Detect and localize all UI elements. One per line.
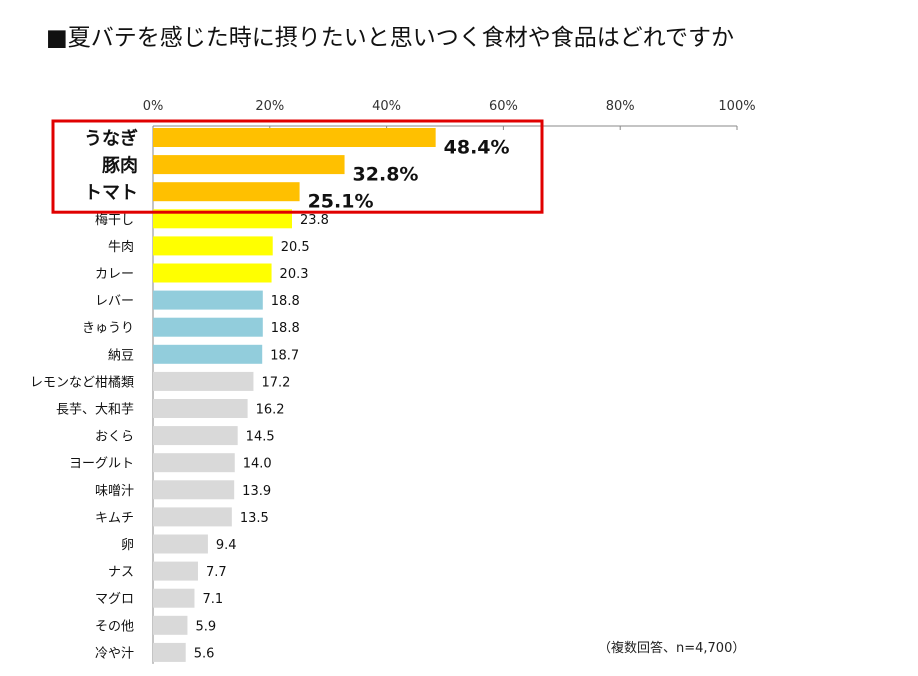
bar xyxy=(153,561,198,581)
value-label: 20.3 xyxy=(280,267,309,282)
value-label: 17.2 xyxy=(261,375,290,390)
category-label: 牛肉 xyxy=(108,240,134,255)
value-label: 16.2 xyxy=(256,403,285,418)
value-label: 7.1 xyxy=(202,592,223,607)
value-label: 7.7 xyxy=(206,565,227,580)
value-label: 20.5 xyxy=(281,240,310,255)
bar xyxy=(153,399,248,418)
category-label: 梅干し xyxy=(95,213,134,228)
value-label: 9.4 xyxy=(216,538,237,553)
bar xyxy=(153,236,273,256)
category-label: おくら xyxy=(95,430,134,445)
bar xyxy=(153,128,436,147)
category-label: 卵 xyxy=(121,538,134,553)
x-tick-label: 60% xyxy=(489,99,518,114)
bar xyxy=(153,209,292,229)
category-label: レバー xyxy=(95,294,134,309)
bar xyxy=(153,155,345,175)
value-label: 18.8 xyxy=(271,294,300,309)
category-label: キムチ xyxy=(95,511,134,526)
category-label: その他 xyxy=(95,619,134,634)
x-tick-label: 20% xyxy=(255,99,284,114)
x-tick-label: 0% xyxy=(143,99,164,114)
x-tick-label: 80% xyxy=(606,99,635,114)
value-label: 18.8 xyxy=(271,321,300,336)
value-label: 32.8% xyxy=(353,164,419,186)
bar xyxy=(153,615,188,635)
category-label: 納豆 xyxy=(108,348,134,363)
x-tick-label: 40% xyxy=(372,99,401,114)
value-label: 5.9 xyxy=(195,619,216,634)
x-tick-label: 100% xyxy=(718,99,755,114)
category-label: 冷や汁 xyxy=(95,646,134,661)
category-label: ヨーグルト xyxy=(69,457,134,472)
bar xyxy=(153,290,263,310)
value-label: 5.6 xyxy=(194,646,215,661)
bar xyxy=(153,534,208,554)
bar xyxy=(153,507,232,527)
bar xyxy=(153,480,235,500)
category-label: 味噌汁 xyxy=(95,484,134,499)
category-label: トマト xyxy=(84,183,138,204)
category-label: ナス xyxy=(108,565,134,580)
category-label: 豚肉 xyxy=(102,155,138,177)
chart-note: （複数回答、n=4,700） xyxy=(598,641,746,656)
category-label: レモンなど柑橘類 xyxy=(30,374,134,390)
highlight-box xyxy=(51,119,544,214)
bar xyxy=(153,588,195,608)
category-label: うなぎ xyxy=(84,128,138,150)
value-label: 14.0 xyxy=(243,457,272,472)
value-label: 48.4% xyxy=(444,137,510,159)
value-label: 14.5 xyxy=(246,430,275,445)
bar xyxy=(153,317,263,337)
bar xyxy=(153,344,263,364)
bar xyxy=(153,263,272,283)
value-label: 13.5 xyxy=(240,511,269,526)
bar xyxy=(153,642,186,662)
value-label: 25.1% xyxy=(308,191,374,213)
category-label: カレー xyxy=(95,267,134,282)
value-label: 23.8 xyxy=(300,213,329,228)
chart-title: ■夏バテを感じた時に摂りたいと思いつく食材や食品はどれですか xyxy=(46,25,735,51)
value-label: 13.9 xyxy=(242,484,271,499)
bar xyxy=(153,371,254,391)
bar xyxy=(153,182,300,202)
value-label: 18.7 xyxy=(270,348,299,363)
category-label: きゅうり xyxy=(82,321,134,336)
bar xyxy=(153,426,238,446)
bar xyxy=(153,453,235,473)
category-label: 長芋、大和芋 xyxy=(56,403,134,418)
category-label: マグロ xyxy=(95,592,134,607)
